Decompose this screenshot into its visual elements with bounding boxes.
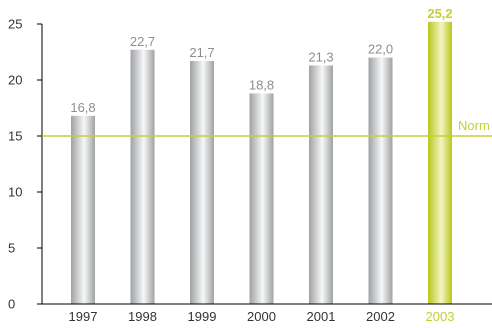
x-tick-label-2001: 2001: [307, 309, 336, 323]
y-axis: 0 5 10 15 20 25: [8, 17, 43, 312]
x-tick-label-1999: 1999: [188, 309, 217, 323]
x-tick-label-2003: 2003: [426, 309, 455, 323]
value-label-1997: 16,8: [70, 100, 95, 115]
x-axis: 1997 1998 1999 2000 2001 2002 2003: [42, 303, 492, 324]
value-label-2002: 22,0: [368, 42, 393, 57]
y-tick-label: 20: [8, 73, 22, 88]
value-label-2000: 18,8: [249, 77, 274, 92]
bar-1999: [190, 60, 214, 305]
x-tick-label-1997: 1997: [69, 309, 98, 323]
y-tick-label: 0: [8, 297, 15, 312]
value-label-2003: 25,2: [427, 6, 452, 21]
y-tick-label: 15: [8, 129, 22, 144]
bar-2001: [309, 65, 333, 304]
bar-2000: [249, 93, 274, 304]
x-tick-label-1998: 1998: [128, 309, 157, 323]
bar-2003: [428, 21, 452, 304]
value-labels: 16,8 22,7 21,7 18,8 21,3 22,0 25,2: [70, 6, 452, 115]
bars: [71, 21, 452, 305]
value-label-1998: 22,7: [130, 34, 155, 49]
y-tick-label: 10: [8, 185, 22, 200]
x-tick-label-2002: 2002: [366, 309, 395, 323]
x-tick-label-2000: 2000: [247, 309, 276, 323]
y-tick-label: 25: [8, 17, 22, 32]
value-label-1999: 21,7: [189, 45, 214, 60]
y-tick-label: 5: [8, 241, 15, 256]
norm-reference: Norm: [42, 118, 492, 137]
bar-1998: [130, 49, 155, 305]
value-label-2001: 21,3: [308, 49, 333, 64]
bar-1997: [71, 115, 95, 304]
bar-2002: [368, 57, 393, 304]
norm-label: Norm: [458, 118, 490, 133]
